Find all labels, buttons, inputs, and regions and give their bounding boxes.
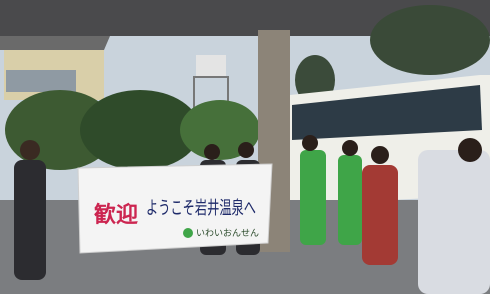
banner-message: ようこそ岩井温泉へ [146,198,256,219]
roof [0,36,110,50]
windows [6,70,76,92]
banner-footer: いわいおんせん [196,228,259,239]
water-tower [196,55,226,77]
banner-logo [183,228,193,238]
photo: 歓迎 ようこそ岩井温泉へ いわいおんせん [0,0,490,294]
tree [370,5,490,75]
banner-welcome: 歓迎 [94,202,138,228]
